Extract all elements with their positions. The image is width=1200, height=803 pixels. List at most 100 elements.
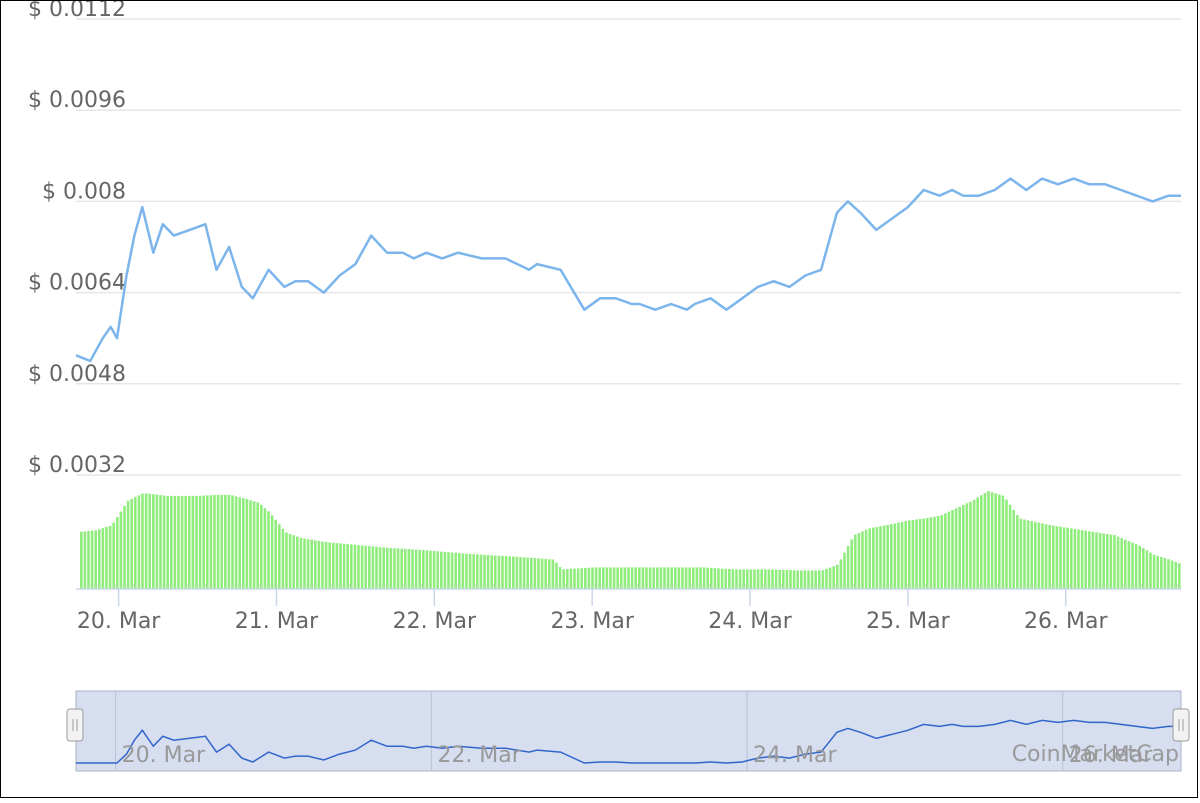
volume-bar	[87, 531, 90, 589]
volume-bar	[591, 567, 594, 589]
volume-bar	[1170, 560, 1174, 589]
volume-bar	[1178, 563, 1181, 589]
volume-bar	[213, 494, 216, 589]
volume-bar	[220, 494, 223, 589]
volume-bar	[512, 556, 515, 589]
volume-bar	[375, 546, 378, 589]
volume-bar	[1098, 532, 1102, 589]
volume-bar	[465, 553, 468, 589]
volume-bar	[411, 549, 414, 589]
volume-bar	[904, 521, 907, 589]
volume-bar	[663, 567, 666, 589]
volume-bar	[227, 494, 231, 589]
volume-bar	[368, 546, 371, 589]
volume-bar	[807, 570, 810, 589]
volume-bar	[695, 567, 699, 589]
x-tick-label: 24. Mar	[708, 609, 792, 634]
volume-bar	[868, 528, 871, 589]
volume-bar	[940, 515, 943, 589]
volume-bar	[490, 555, 493, 589]
volume-bar	[800, 570, 803, 589]
volume-bar	[468, 553, 472, 589]
volume-bar	[447, 552, 450, 589]
volume-bar	[173, 495, 177, 589]
volume-bar	[1131, 542, 1134, 589]
volume-bar	[152, 494, 155, 589]
volume-bar	[656, 567, 659, 589]
volume-bar	[137, 495, 141, 589]
volume-bar	[1073, 529, 1077, 589]
volume-bar	[389, 548, 393, 589]
volume-bar	[933, 516, 936, 589]
volume-bar	[598, 567, 601, 589]
volume-bar	[760, 569, 763, 589]
volume-bar	[292, 535, 295, 589]
volume-bar	[472, 554, 475, 589]
volume-bar	[170, 495, 173, 589]
volume-bar	[1163, 558, 1167, 589]
volume-bar	[393, 548, 396, 589]
volume-bar	[1023, 519, 1026, 589]
volume-bar	[717, 568, 720, 589]
volume-bar	[699, 567, 702, 589]
volume-bar	[1077, 529, 1080, 589]
volume-bar	[746, 569, 749, 589]
volume-bar	[861, 531, 864, 589]
volume-bar	[922, 518, 925, 589]
volume-bar	[994, 493, 997, 589]
volume-bar	[692, 567, 695, 589]
volume-bar	[360, 545, 364, 589]
navigator[interactable]: 20. Mar 22. Mar 24. Mar 26. Mar	[66, 690, 1190, 772]
x-axis: 20. Mar 21. Mar 22. Mar 23. Mar 24. Mar 25. M…	[76, 588, 1181, 634]
volume-bar	[674, 567, 677, 589]
volume-bar	[101, 528, 105, 589]
volume-bar	[558, 567, 562, 589]
navigator-left-handle[interactable]	[66, 708, 84, 742]
volume-bar	[522, 557, 526, 589]
volume-bar	[1127, 541, 1131, 589]
volume-bar	[958, 506, 961, 589]
volume-bar	[1037, 522, 1041, 589]
volume-bar	[1167, 559, 1170, 589]
y-tick-label: $ 0.0112	[28, 1, 126, 22]
volume-bar	[728, 569, 731, 589]
volume-bar	[364, 545, 367, 589]
volume-bar	[1102, 533, 1105, 589]
volume-bar	[440, 551, 443, 589]
volume-bar	[620, 567, 623, 589]
x-tick-label: 22. Mar	[393, 609, 477, 634]
volume-bar	[1055, 526, 1059, 589]
volume-bar	[569, 568, 573, 589]
volume-bar	[1016, 515, 1019, 589]
volume-bar	[1152, 554, 1156, 589]
volume-bar	[778, 569, 781, 589]
volume-bar	[936, 516, 940, 589]
volume-bar	[148, 493, 151, 589]
volume-bar	[893, 523, 897, 589]
volume-bar	[533, 558, 537, 589]
volume-bar	[688, 567, 691, 589]
y-tick-label: $ 0.0048	[28, 362, 126, 387]
volume-bar	[281, 528, 285, 589]
navigator-right-handle[interactable]	[1172, 708, 1190, 742]
volume-bar	[483, 554, 486, 589]
volume-bar	[184, 495, 187, 589]
volume-bar	[450, 552, 454, 589]
volume-bar	[202, 495, 205, 589]
x-tick-label: 25. Mar	[866, 609, 950, 634]
volume-bar	[594, 567, 598, 589]
volume-bar	[508, 556, 511, 589]
volume-bar	[310, 539, 313, 589]
volume-bar	[191, 495, 195, 589]
volume-bar	[422, 550, 425, 589]
volume-bars	[80, 491, 1181, 589]
volume-bar	[1019, 518, 1023, 589]
volume-bar	[548, 559, 551, 589]
volume-bar	[530, 557, 533, 589]
volume-bar	[83, 531, 87, 589]
volume-bar	[1044, 524, 1048, 589]
volume-bar	[1124, 539, 1127, 589]
volume-bar	[317, 540, 321, 589]
volume-bar	[544, 558, 547, 589]
volume-bar	[1088, 531, 1091, 589]
